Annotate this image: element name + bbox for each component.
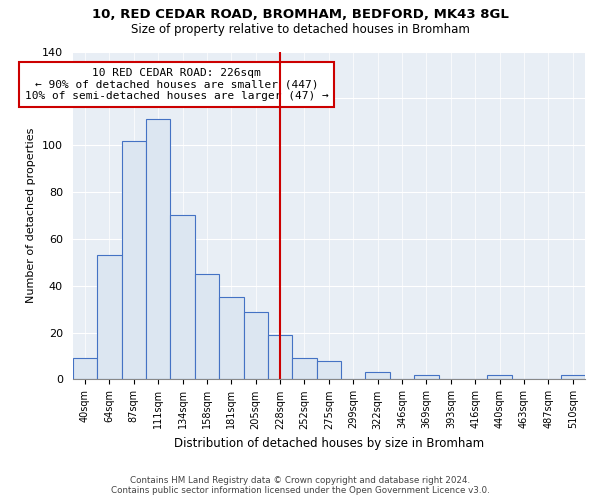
- Bar: [487, 375, 512, 380]
- Bar: [73, 358, 97, 380]
- Bar: [170, 216, 195, 380]
- Text: 10, RED CEDAR ROAD, BROMHAM, BEDFORD, MK43 8GL: 10, RED CEDAR ROAD, BROMHAM, BEDFORD, MK…: [92, 8, 508, 20]
- Bar: [560, 375, 585, 380]
- Text: Contains HM Land Registry data © Crown copyright and database right 2024.
Contai: Contains HM Land Registry data © Crown c…: [110, 476, 490, 495]
- Text: Size of property relative to detached houses in Bromham: Size of property relative to detached ho…: [131, 22, 469, 36]
- Bar: [146, 120, 170, 380]
- Bar: [244, 312, 268, 380]
- Bar: [97, 256, 122, 380]
- Bar: [268, 335, 292, 380]
- Bar: [122, 140, 146, 380]
- Bar: [292, 358, 317, 380]
- Bar: [219, 298, 244, 380]
- Bar: [414, 375, 439, 380]
- X-axis label: Distribution of detached houses by size in Bromham: Distribution of detached houses by size …: [174, 437, 484, 450]
- Y-axis label: Number of detached properties: Number of detached properties: [26, 128, 37, 303]
- Bar: [195, 274, 219, 380]
- Text: 10 RED CEDAR ROAD: 226sqm
← 90% of detached houses are smaller (447)
10% of semi: 10 RED CEDAR ROAD: 226sqm ← 90% of detac…: [25, 68, 328, 101]
- Bar: [317, 360, 341, 380]
- Bar: [365, 372, 390, 380]
